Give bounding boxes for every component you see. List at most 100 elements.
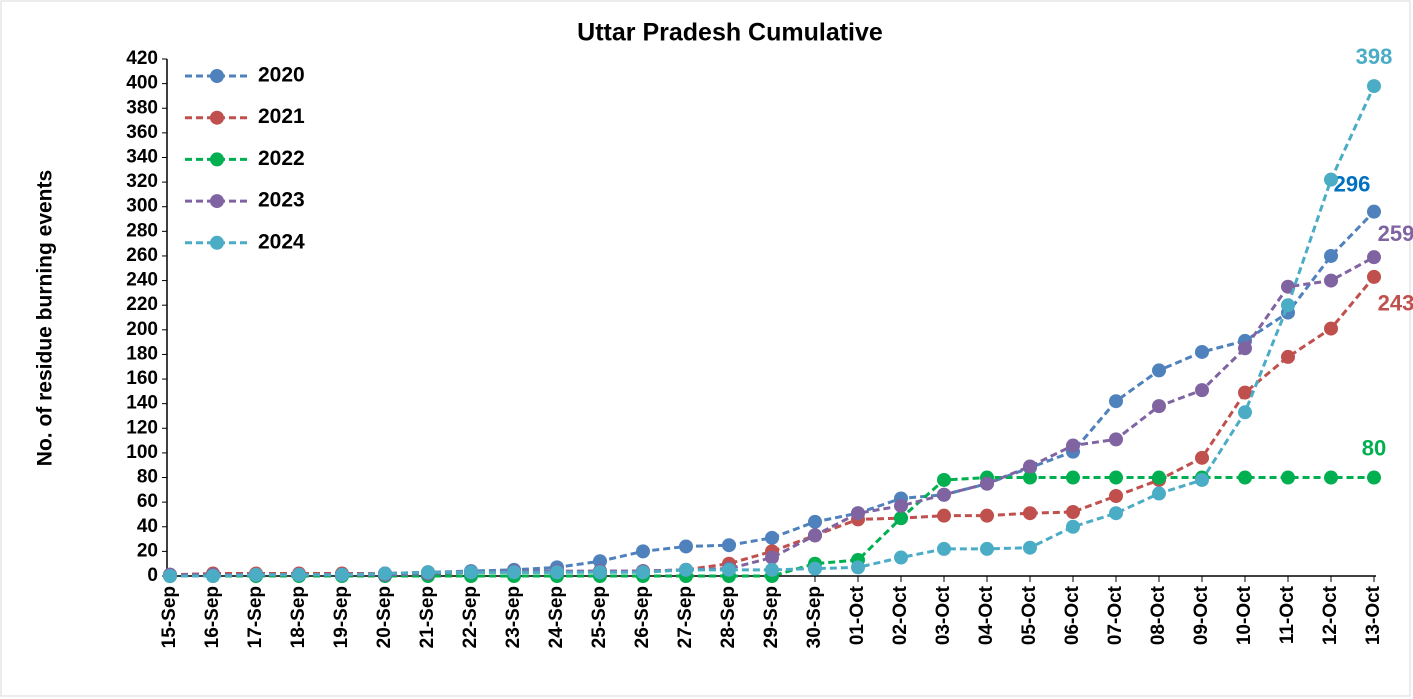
data-point [937,472,951,487]
data-point [1281,298,1295,313]
x-tick-label: 06-Oct [1062,585,1083,645]
y-tick-label: 140 [126,393,158,414]
legend-marker [210,235,224,250]
data-point [1238,470,1252,485]
x-tick-label: 18-Sep [288,586,309,648]
y-tick-label: 40 [137,516,158,537]
x-tick-label: 09-Oct [1191,585,1212,645]
data-point [980,541,994,556]
data-point [636,544,650,559]
y-tick-label: 360 [126,122,158,143]
data-point [1109,394,1123,409]
data-point [1324,470,1338,485]
data-point [1367,204,1381,219]
data-point [851,506,865,521]
data-point [937,541,951,556]
x-tick-label: 22-Sep [460,586,481,648]
data-point [1195,472,1209,487]
data-point [163,569,177,583]
data-point [1281,349,1295,364]
data-point [464,565,478,580]
data-point [894,550,908,565]
y-tick-label: 80 [137,467,158,488]
data-point [1066,438,1080,453]
data-point [636,565,650,580]
data-point [335,567,349,582]
end-label: 80 [1362,435,1386,460]
y-tick-label: 340 [126,146,158,167]
x-tick-label: 19-Sep [331,586,352,648]
data-point [1195,383,1209,398]
legend-label: 2021 [258,105,305,128]
data-point [765,550,779,565]
y-tick-label: 260 [126,245,158,266]
data-point [1066,470,1080,485]
x-tick-label: 29-Sep [761,586,782,648]
end-label: 398 [1356,44,1393,69]
data-point [1367,79,1381,94]
legend-label: 2023 [258,189,305,212]
series-line [170,85,1376,578]
y-tick-label: 0 [147,565,158,586]
data-point [1238,385,1252,400]
data-point [980,508,994,523]
data-point [894,511,908,526]
data-point [808,561,822,576]
data-point [593,554,607,569]
legend-label: 2022 [258,147,305,170]
data-point [507,565,521,580]
y-tick-label: 300 [126,196,158,217]
data-point [1023,459,1037,474]
data-point [765,562,779,577]
data-point [1324,273,1338,288]
data-point [1109,488,1123,503]
y-tick-label: 400 [126,73,158,94]
data-point [1281,279,1295,294]
data-point [1281,470,1295,485]
data-point [679,562,693,577]
chart-title: Uttar Pradesh Cumulative [577,19,883,47]
data-point [1109,432,1123,447]
data-point [1238,405,1252,420]
data-point [722,562,736,577]
data-point [1152,486,1166,501]
x-tick-label: 01-Oct [847,585,868,645]
y-tick-label: 60 [137,491,158,512]
data-point [421,565,435,580]
x-tick-label: 03-Oct [933,585,954,645]
end-label: 296 [1334,171,1371,196]
data-point [1152,470,1166,485]
x-tick-label: 13-Oct [1363,585,1384,645]
y-tick-label: 420 [126,48,158,69]
x-tick-label: 26-Sep [632,586,653,648]
x-tick-label: 12-Oct [1320,585,1341,645]
data-point [1367,470,1381,485]
legend-marker [210,69,224,83]
data-point [1195,450,1209,465]
data-point [1367,250,1381,265]
y-axis-label: No. of residue burning events [34,170,57,466]
data-point [1066,504,1080,519]
legend-label: 2020 [258,64,305,87]
end-label: 243 [1378,291,1413,316]
data-point [851,560,865,575]
data-point [937,487,951,502]
data-point [1324,321,1338,336]
x-tick-label: 04-Oct [976,585,997,645]
x-tick-label: 11-Oct [1277,585,1298,644]
data-point [1152,363,1166,378]
data-point [1152,399,1166,414]
data-point [937,508,951,523]
data-point [1324,248,1338,263]
data-point [722,538,736,553]
y-tick-label: 240 [126,270,158,291]
x-tick-label: 24-Sep [546,586,567,648]
data-point [292,567,306,582]
x-tick-label: 16-Sep [202,586,223,648]
data-point [249,567,263,582]
x-tick-label: 25-Sep [589,586,610,648]
x-tick-label: 17-Sep [245,586,266,648]
x-tick-label: 10-Oct [1234,585,1255,645]
data-point [679,539,693,554]
